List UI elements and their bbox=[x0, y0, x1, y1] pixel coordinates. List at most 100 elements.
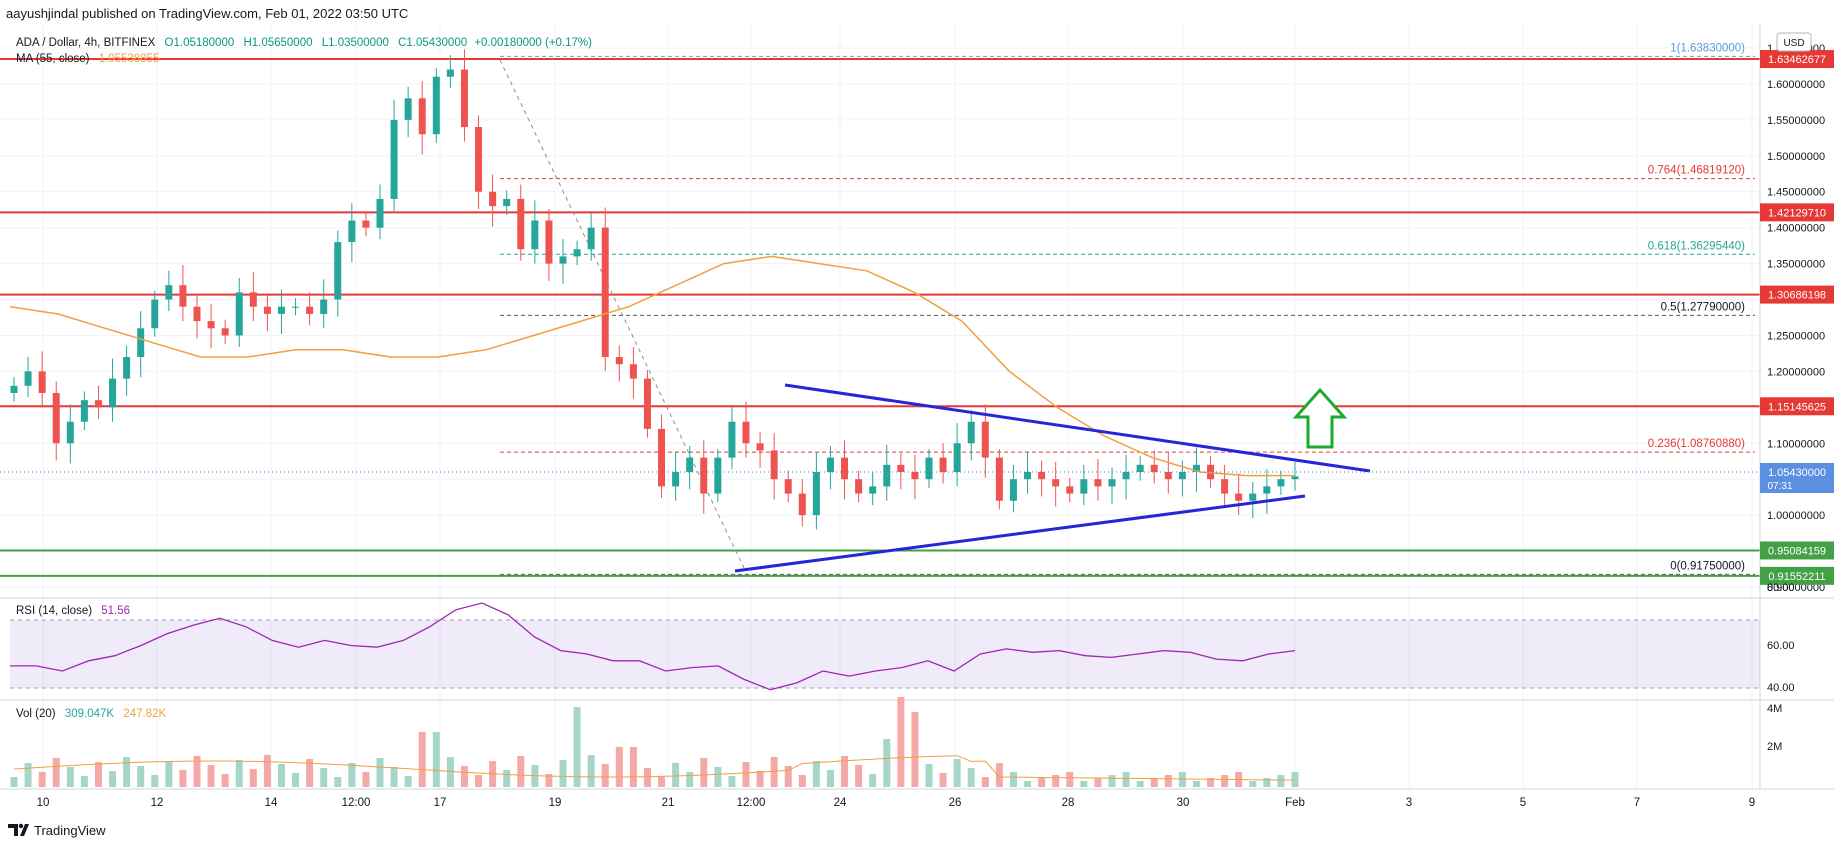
fib-level-label: 0.5(1.27790000) bbox=[1661, 301, 1746, 313]
volume-bar bbox=[953, 759, 961, 787]
candle-body bbox=[1052, 479, 1060, 487]
time-axis[interactable]: 10 12 14 12:00 17 19 21 12:00 24 26 28 30 Feb 3 5 7 9 bbox=[37, 797, 1756, 809]
candle-body bbox=[137, 328, 145, 358]
rsi-tick-label: 40.00 bbox=[1767, 682, 1795, 694]
volume-bar bbox=[939, 773, 947, 787]
volume-bar bbox=[1221, 775, 1229, 787]
volume-bar bbox=[967, 768, 975, 787]
candle-body bbox=[658, 428, 666, 487]
price-axis[interactable]: 1.650000001.600000001.550000001.50000000… bbox=[1767, 43, 1825, 594]
rsi-tick-label: 60.00 bbox=[1767, 640, 1795, 652]
candle-body bbox=[601, 227, 609, 358]
candle-body bbox=[1038, 472, 1046, 480]
candle-body bbox=[1277, 479, 1285, 487]
ma-55-line bbox=[9, 255, 1295, 477]
time-tick-label: Feb bbox=[1285, 797, 1305, 809]
candle-body bbox=[742, 421, 750, 444]
volume-bar bbox=[1263, 778, 1271, 787]
volume-bar bbox=[587, 755, 595, 787]
candle-body bbox=[1291, 476, 1299, 480]
price-tick-label: 1.40000000 bbox=[1767, 223, 1825, 235]
ohlc-change: +0.00180000 (+0.17%) bbox=[474, 37, 592, 49]
candlestick-series bbox=[10, 49, 1299, 530]
volume-bar bbox=[855, 765, 863, 787]
volume-bar bbox=[770, 757, 778, 787]
volume-bar bbox=[545, 774, 553, 787]
volume-bar bbox=[1164, 775, 1172, 787]
candle-body bbox=[629, 364, 637, 379]
volume-ma-line bbox=[13, 755, 1296, 781]
candle-body bbox=[1108, 479, 1116, 487]
volume-bar bbox=[80, 776, 88, 787]
volume-bar bbox=[432, 732, 440, 787]
upper-trendline[interactable] bbox=[784, 383, 1371, 473]
time-tick-label: 12 bbox=[151, 797, 164, 809]
ma-value: 1.05538855 bbox=[99, 53, 160, 65]
resistance-label: 1.63462677 bbox=[1768, 54, 1826, 66]
symbol-legend: ADA / Dollar, 4h, BITFINEX O1.05180000 H… bbox=[16, 37, 592, 49]
volume-bar bbox=[1277, 775, 1285, 787]
volume-bar bbox=[165, 761, 173, 787]
volume-bar bbox=[193, 756, 201, 787]
volume-bar bbox=[52, 758, 60, 787]
candle-body bbox=[489, 191, 497, 207]
volume-bar bbox=[475, 775, 483, 787]
candle-body bbox=[545, 220, 553, 264]
support-label: 0.91552211 bbox=[1768, 571, 1825, 583]
volume-bar bbox=[897, 697, 905, 787]
volume-bar bbox=[812, 761, 820, 787]
time-tick-label: 5 bbox=[1520, 797, 1526, 809]
candle-body bbox=[995, 457, 1003, 501]
time-tick-label: 24 bbox=[834, 797, 847, 809]
time-tick-label: 3 bbox=[1406, 797, 1412, 809]
volume-bar bbox=[362, 772, 370, 787]
volume-bar bbox=[348, 763, 356, 787]
volume-bar bbox=[1038, 778, 1046, 787]
time-tick-label: 10 bbox=[37, 797, 50, 809]
time-tick-label: 26 bbox=[949, 797, 962, 809]
candle-body bbox=[432, 76, 440, 135]
candle-body bbox=[1263, 486, 1271, 494]
candle-body bbox=[1164, 472, 1172, 480]
candle-body bbox=[94, 400, 102, 408]
candle-body bbox=[1249, 493, 1257, 501]
tradingview-logo-icon bbox=[8, 823, 29, 836]
volume-bar bbox=[1122, 772, 1130, 787]
candle-body bbox=[1136, 464, 1144, 473]
volume-bar bbox=[38, 772, 46, 787]
time-tick-label: 12:00 bbox=[737, 797, 766, 809]
price-tick-label: 1.10000000 bbox=[1767, 438, 1825, 450]
candle-body bbox=[151, 299, 159, 329]
volume-bar bbox=[207, 765, 215, 787]
candle-body bbox=[770, 450, 778, 480]
candle-body bbox=[686, 457, 694, 473]
candle-body bbox=[756, 443, 764, 451]
candle-body bbox=[784, 479, 792, 494]
candle-body bbox=[1178, 472, 1186, 480]
rsi-value: 51.56 bbox=[101, 605, 130, 617]
resistance-label: 1.15145625 bbox=[1768, 401, 1826, 413]
volume-value-1: 309.047K bbox=[65, 708, 115, 720]
resistance-label: 1.30686198 bbox=[1768, 290, 1826, 302]
candle-body bbox=[1009, 479, 1017, 501]
candle-body bbox=[249, 292, 257, 307]
currency-button[interactable] bbox=[1776, 32, 1812, 52]
time-tick-label: 19 bbox=[549, 797, 562, 809]
price-tick-label: 0.90000000 bbox=[1767, 582, 1825, 594]
candle-body bbox=[109, 378, 117, 408]
candle-body bbox=[925, 457, 933, 480]
lower-trendline[interactable] bbox=[734, 494, 1306, 573]
candle-body bbox=[573, 249, 581, 257]
candle-body bbox=[1122, 472, 1130, 480]
candle-body bbox=[672, 472, 680, 487]
volume-bar bbox=[221, 774, 229, 787]
candle-body bbox=[123, 357, 131, 379]
candle-body bbox=[460, 69, 468, 128]
time-tick-label: 17 bbox=[434, 797, 447, 809]
volume-bar bbox=[911, 712, 919, 787]
price-tick-label: 1.60000000 bbox=[1767, 79, 1825, 91]
volume-bar bbox=[10, 777, 18, 787]
current-price-value: 1.05430000 bbox=[1768, 467, 1826, 479]
candle-body bbox=[728, 421, 736, 458]
